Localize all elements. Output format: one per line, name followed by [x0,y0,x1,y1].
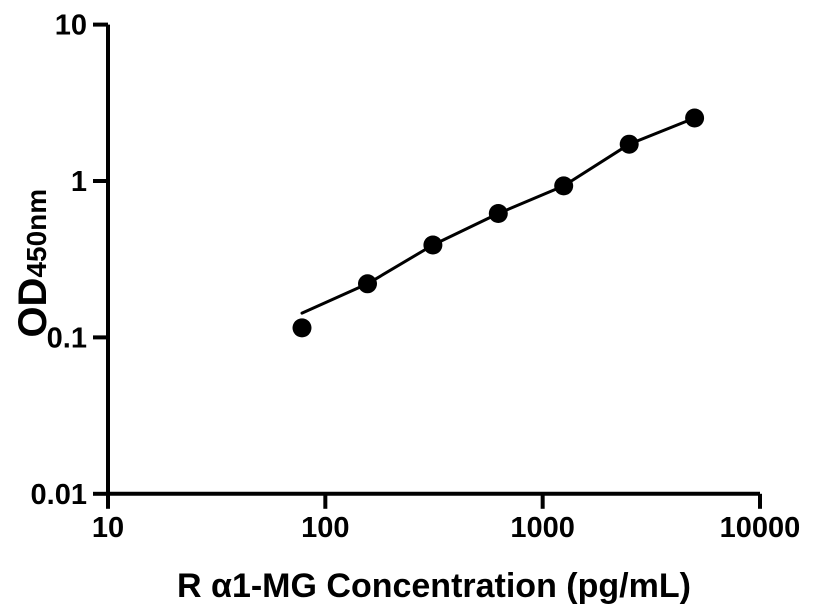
data-point-marker [358,274,377,294]
y-axis-title-main: OD [11,278,55,338]
y-axis-title: OD450nm [11,189,55,338]
data-point-marker [292,318,312,338]
x-tick-label: 100 [301,512,349,544]
x-tick-label: 10000 [720,512,801,544]
y-tick-label: 0.01 [31,479,87,511]
y-tick-label: 10 [55,10,87,42]
axis-spines [106,24,760,496]
x-axis-title: R α1-MG Concentration (pg/mL) [177,567,691,605]
y-tick-label: 1 [71,166,87,198]
y-tick-label: 0.1 [47,322,87,354]
x-tick-label: 1000 [510,512,575,544]
data-point-marker [423,235,443,255]
y-axis-title-subscript: 450nm [21,189,52,278]
data-point-marker [488,204,508,223]
data-point-marker [685,108,705,128]
data-point-marker [619,134,639,154]
data-point-marker [554,176,574,196]
x-tick-label: 10 [92,512,124,544]
